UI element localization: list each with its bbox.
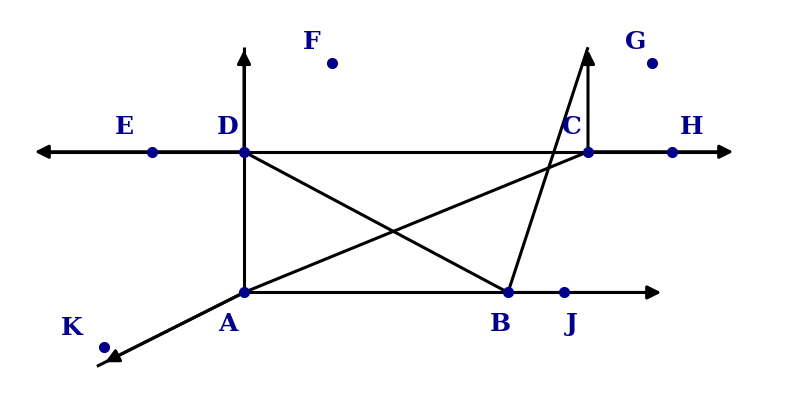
Text: A: A [218, 311, 238, 335]
Text: G: G [626, 30, 646, 54]
Text: B: B [490, 311, 510, 335]
Text: C: C [562, 114, 582, 138]
Text: K: K [61, 315, 83, 339]
Text: E: E [114, 114, 134, 138]
Text: D: D [217, 114, 239, 138]
Text: J: J [566, 311, 578, 335]
Text: H: H [680, 114, 704, 138]
Text: F: F [303, 30, 321, 54]
